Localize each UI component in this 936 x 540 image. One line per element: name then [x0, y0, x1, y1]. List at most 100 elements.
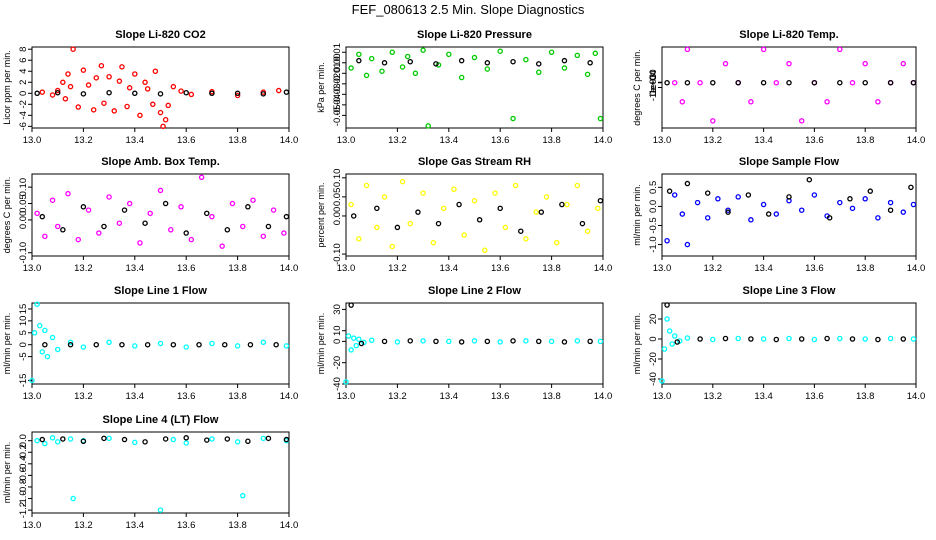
data-point [381, 60, 388, 66]
data-point [124, 103, 130, 110]
data-point [49, 92, 56, 98]
data-point [510, 338, 516, 344]
y-tick-label: 1e-04 [648, 70, 659, 94]
data-point [748, 336, 754, 342]
data-point [497, 339, 503, 345]
data-point [67, 83, 74, 90]
x-tick-label: 13.4 [440, 391, 459, 402]
y-axis-label: Licor ppm per min. [2, 50, 12, 125]
x-tick-label: 13.6 [491, 263, 510, 274]
data-point [404, 53, 411, 60]
data-point [116, 220, 123, 226]
data-point [374, 205, 380, 212]
data-point [786, 60, 792, 67]
data-point [587, 338, 593, 345]
y-tick-label: -0.6 [18, 467, 29, 483]
y-tick-label: -1.0 [18, 490, 29, 506]
chart-panel-10: Slope Line 4 (LT) Flow ml/min per min. 13.… [2, 414, 298, 531]
x-tick-label: 13.8 [542, 135, 561, 146]
x-tick-label: 13.2 [388, 391, 407, 402]
data-point [183, 89, 189, 96]
data-point [70, 495, 76, 502]
data-point [553, 239, 560, 246]
y-tick-label: 0.10 [18, 178, 29, 197]
data-point [458, 57, 465, 64]
chart-title: Slope Gas Stream RH [418, 156, 531, 168]
data-point [234, 92, 241, 99]
y-tick-label: 0.0 [18, 434, 29, 447]
x-tick-label: 13.0 [23, 391, 42, 402]
data-point [54, 439, 61, 445]
data-point [162, 116, 169, 123]
data-point [684, 180, 691, 187]
data-point [684, 241, 691, 248]
data-point [168, 227, 174, 233]
data-point [80, 67, 87, 73]
x-tick-label: 13.0 [23, 263, 42, 274]
data-point [584, 71, 591, 78]
y-tick-label: 0.00 [18, 211, 29, 230]
data-point [245, 204, 251, 210]
data-point [34, 90, 40, 97]
x-tick-label: 13.2 [74, 391, 93, 402]
data-point [561, 57, 568, 64]
data-point [887, 335, 894, 342]
x-tick-label: 13.6 [805, 263, 824, 274]
x-tick-label: 13.4 [754, 391, 773, 402]
data-point [446, 51, 452, 58]
data-point [684, 79, 691, 86]
data-point [34, 437, 40, 444]
data-point [510, 115, 516, 122]
data-point [725, 207, 731, 213]
data-point [669, 341, 675, 347]
x-tick-label: 13.8 [542, 391, 561, 402]
x-tick-label: 13.8 [228, 263, 247, 274]
data-point [837, 335, 843, 342]
data-point [659, 378, 665, 384]
data-point [178, 204, 184, 210]
data-point [358, 340, 365, 347]
y-axis-label: ml/min per min. [316, 313, 326, 375]
chart-panel-8: Slope Line 2 Flow ml/min per min. 13.0 13.2… [316, 285, 612, 402]
y-tick-label: -0.10 [18, 242, 29, 264]
plot-frame [31, 302, 290, 385]
data-point [31, 330, 38, 336]
data-point [887, 79, 894, 86]
data-point [142, 439, 148, 445]
data-point [65, 190, 71, 197]
y-tick-label: -1.0 [648, 236, 659, 252]
data-point [75, 104, 82, 110]
data-point [54, 223, 61, 230]
data-point [760, 46, 767, 53]
x-tick-label: 13.0 [653, 391, 672, 402]
data-point [67, 339, 74, 346]
data-point [250, 197, 256, 203]
y-tick-label: -0.04 [332, 94, 343, 116]
data-point [536, 61, 542, 67]
data-point [476, 217, 483, 223]
data-point [867, 188, 874, 194]
chart-title: Slope Sample Flow [739, 156, 840, 168]
data-point [363, 72, 370, 79]
y-tick-label: -0.4 [18, 456, 29, 472]
chart-panel-5: Slope Gas Stream RH percent per min. 13.0 1… [316, 156, 612, 274]
data-point [760, 336, 767, 342]
data-point [126, 85, 133, 91]
data-point [811, 79, 818, 86]
data-point [75, 236, 82, 243]
data-point [60, 227, 66, 233]
data-point [101, 435, 107, 442]
data-point [144, 86, 151, 92]
data-point [394, 339, 401, 345]
data-point [80, 344, 87, 350]
data-point [811, 192, 818, 198]
y-axis-label: degrees C per min. [632, 49, 642, 126]
x-tick-label: 13.2 [704, 263, 723, 274]
y-tick-label: 15 [18, 304, 29, 315]
data-point [407, 220, 413, 227]
y-tick-label: 0.05 [332, 188, 343, 207]
x-tick-label: 13.6 [177, 391, 196, 402]
data-point [356, 236, 362, 242]
x-tick-label: 13.0 [653, 263, 672, 274]
